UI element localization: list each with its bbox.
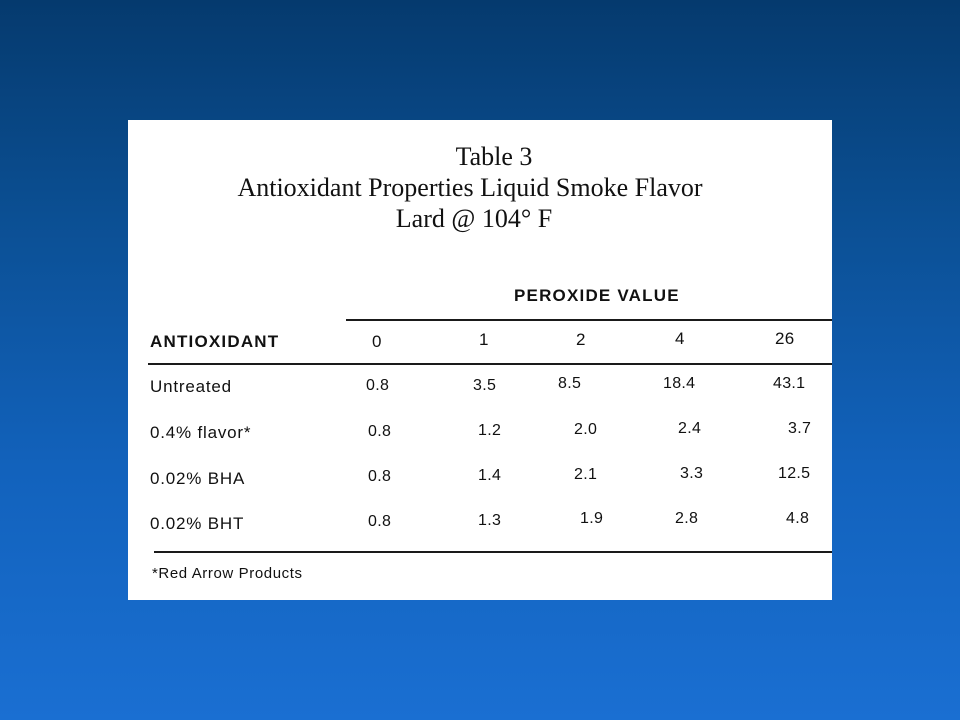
table-cell: 1.3 xyxy=(478,512,502,529)
column-header: 4 xyxy=(675,329,685,348)
header-rule xyxy=(148,363,832,365)
row-label: 0.02% BHT xyxy=(150,514,245,533)
table-cell: 0.8 xyxy=(368,423,392,440)
table-cell: 0.8 xyxy=(368,468,392,485)
table-cell: 43.1 xyxy=(773,375,806,392)
table-cell: 1.2 xyxy=(478,422,502,439)
table-cell: 1.9 xyxy=(580,510,604,527)
row-label: 0.02% BHA xyxy=(150,469,246,488)
table-subtitle: Lard @ 104° F xyxy=(395,204,553,233)
table-cell: 2.0 xyxy=(574,421,598,438)
table-cell: 3.7 xyxy=(788,420,812,437)
table-cell: 4.8 xyxy=(786,510,810,527)
footnote: *Red Arrow Products xyxy=(152,565,303,582)
table-cell: 3.5 xyxy=(473,377,497,394)
group-header-peroxide-value: PEROXIDE VALUE xyxy=(514,286,680,305)
table-cell: 1.4 xyxy=(478,467,502,484)
column-header: 2 xyxy=(576,330,586,349)
table-cell: 18.4 xyxy=(663,375,696,392)
table-cell: 2.4 xyxy=(678,420,702,437)
scanned-table-document: Table 3 Antioxidant Properties Liquid Sm… xyxy=(128,120,832,600)
footer-rule xyxy=(154,551,832,553)
column-header: 1 xyxy=(479,330,489,349)
table-cell: 3.3 xyxy=(680,465,704,482)
row-header-antioxidant: ANTIOXIDANT xyxy=(150,332,280,351)
table-cell: 2.1 xyxy=(574,466,598,483)
column-header: 0 xyxy=(372,332,382,351)
table-number-title: Table 3 xyxy=(455,142,533,171)
table-cell: 0.8 xyxy=(366,377,390,394)
table-cell: 2.8 xyxy=(675,510,699,527)
table-cell: 8.5 xyxy=(558,375,582,392)
row-label: 0.4% flavor* xyxy=(150,423,252,442)
row-label: Untreated xyxy=(150,377,232,396)
table-cell: 0.8 xyxy=(368,513,392,530)
table-cell: 12.5 xyxy=(778,465,811,482)
column-header: 26 xyxy=(775,329,795,348)
group-header-rule xyxy=(346,319,832,321)
table-title: Antioxidant Properties Liquid Smoke Flav… xyxy=(237,173,703,202)
